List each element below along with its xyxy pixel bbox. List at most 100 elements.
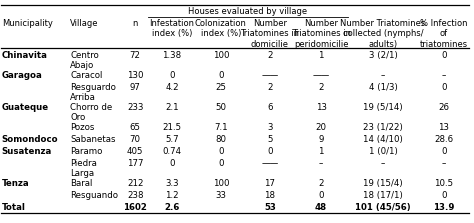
Text: 48: 48: [315, 203, 327, 212]
Text: 3 (2/1): 3 (2/1): [369, 51, 397, 60]
Text: 4 (1/3): 4 (1/3): [369, 83, 397, 92]
Text: ——: ——: [261, 159, 279, 168]
Text: 13: 13: [316, 103, 327, 112]
Text: 23 (1/22): 23 (1/22): [363, 123, 403, 132]
Text: 0: 0: [441, 147, 447, 156]
Text: 20: 20: [316, 123, 327, 132]
Text: Somondoco: Somondoco: [1, 135, 58, 144]
Text: 19 (5/14): 19 (5/14): [363, 103, 403, 112]
Text: Susatenza: Susatenza: [1, 147, 52, 156]
Text: 2: 2: [319, 83, 324, 92]
Text: Municipality: Municipality: [1, 19, 53, 28]
Text: 2: 2: [319, 179, 324, 188]
Text: Pozos: Pozos: [70, 123, 94, 132]
Text: 1: 1: [319, 147, 324, 156]
Text: 4.2: 4.2: [165, 83, 179, 92]
Text: 0: 0: [319, 191, 324, 200]
Text: 101 (45/56): 101 (45/56): [355, 203, 411, 212]
Text: 53: 53: [264, 203, 276, 212]
Text: Chinavita: Chinavita: [1, 51, 47, 60]
Text: 2: 2: [267, 83, 273, 92]
Text: 0: 0: [218, 159, 224, 168]
Text: Paramo: Paramo: [70, 147, 102, 156]
Text: –: –: [319, 159, 323, 168]
Text: 1: 1: [319, 51, 324, 60]
Text: 26: 26: [438, 103, 449, 112]
Text: ——: ——: [312, 71, 330, 80]
Text: 0: 0: [267, 147, 273, 156]
Text: Sabanetas: Sabanetas: [70, 135, 116, 144]
Text: 1.38: 1.38: [163, 51, 182, 60]
Text: –: –: [442, 71, 446, 80]
Text: Village: Village: [70, 19, 99, 28]
Text: 0: 0: [441, 51, 447, 60]
Text: Number
Triatomines in
peridomicilie: Number Triatomines in peridomicilie: [292, 19, 351, 49]
Text: 13: 13: [438, 123, 449, 132]
Text: 0: 0: [441, 83, 447, 92]
Text: 25: 25: [215, 83, 227, 92]
Text: % Infection
of
triatomines: % Infection of triatomines: [419, 19, 468, 49]
Text: 13.9: 13.9: [433, 203, 455, 212]
Text: ——: ——: [261, 71, 279, 80]
Text: 17: 17: [264, 179, 275, 188]
Text: 1602: 1602: [123, 203, 147, 212]
Text: 18 (17/1): 18 (17/1): [363, 191, 403, 200]
Text: 100: 100: [213, 51, 229, 60]
Text: 14 (4/10): 14 (4/10): [363, 135, 403, 144]
Text: Garagoa: Garagoa: [1, 71, 42, 80]
Text: 3: 3: [267, 123, 273, 132]
Text: 70: 70: [129, 135, 141, 144]
Text: 0: 0: [218, 71, 224, 80]
Text: Centro
Abajo: Centro Abajo: [70, 51, 99, 70]
Text: 405: 405: [127, 147, 143, 156]
Text: 5: 5: [267, 135, 273, 144]
Text: 1 (0/1): 1 (0/1): [369, 147, 397, 156]
Text: n: n: [132, 19, 138, 28]
Text: 2.6: 2.6: [164, 203, 180, 212]
Text: 0: 0: [218, 147, 224, 156]
Text: Number
Triatomines in
domicilie: Number Triatomines in domicilie: [240, 19, 300, 49]
Text: 0.74: 0.74: [163, 147, 182, 156]
Text: Resguando: Resguando: [70, 191, 118, 200]
Text: 2: 2: [267, 51, 273, 60]
Text: 0: 0: [169, 71, 175, 80]
Text: Infestation
index (%): Infestation index (%): [149, 19, 194, 38]
Text: 72: 72: [129, 51, 141, 60]
Text: Houses evaluated by village: Houses evaluated by village: [188, 7, 307, 16]
Text: 5.7: 5.7: [165, 135, 179, 144]
Text: 0: 0: [441, 191, 447, 200]
Text: 21.5: 21.5: [163, 123, 182, 132]
Text: 18: 18: [264, 191, 275, 200]
Text: –: –: [381, 159, 385, 168]
Text: 33: 33: [215, 191, 227, 200]
Text: 50: 50: [215, 103, 227, 112]
Text: 28.6: 28.6: [434, 135, 453, 144]
Text: Piedra
Larga: Piedra Larga: [70, 159, 97, 178]
Text: 130: 130: [127, 71, 143, 80]
Text: Chorro de
Oro: Chorro de Oro: [70, 103, 112, 122]
Text: –: –: [442, 159, 446, 168]
Text: 177: 177: [127, 159, 143, 168]
Text: 2.1: 2.1: [165, 103, 179, 112]
Text: Number Triatomines
collected (nymphs/
adults): Number Triatomines collected (nymphs/ ad…: [340, 19, 426, 49]
Text: Caracol: Caracol: [70, 71, 102, 80]
Text: Guateque: Guateque: [1, 103, 49, 112]
Text: Baral: Baral: [70, 179, 92, 188]
Text: 238: 238: [127, 191, 143, 200]
Text: Total: Total: [1, 203, 26, 212]
Text: 19 (15/4): 19 (15/4): [363, 179, 403, 188]
Text: 0: 0: [169, 159, 175, 168]
Text: –: –: [381, 71, 385, 80]
Text: 3.3: 3.3: [165, 179, 179, 188]
Text: 65: 65: [129, 123, 141, 132]
Text: Colonization
index (%): Colonization index (%): [195, 19, 247, 38]
Text: 100: 100: [213, 179, 229, 188]
Text: 7.1: 7.1: [214, 123, 228, 132]
Text: 10.5: 10.5: [434, 179, 453, 188]
Text: 1.2: 1.2: [165, 191, 179, 200]
Text: 80: 80: [215, 135, 227, 144]
Text: 233: 233: [127, 103, 143, 112]
Text: Tenza: Tenza: [1, 179, 29, 188]
Text: 9: 9: [319, 135, 324, 144]
Text: 212: 212: [127, 179, 143, 188]
